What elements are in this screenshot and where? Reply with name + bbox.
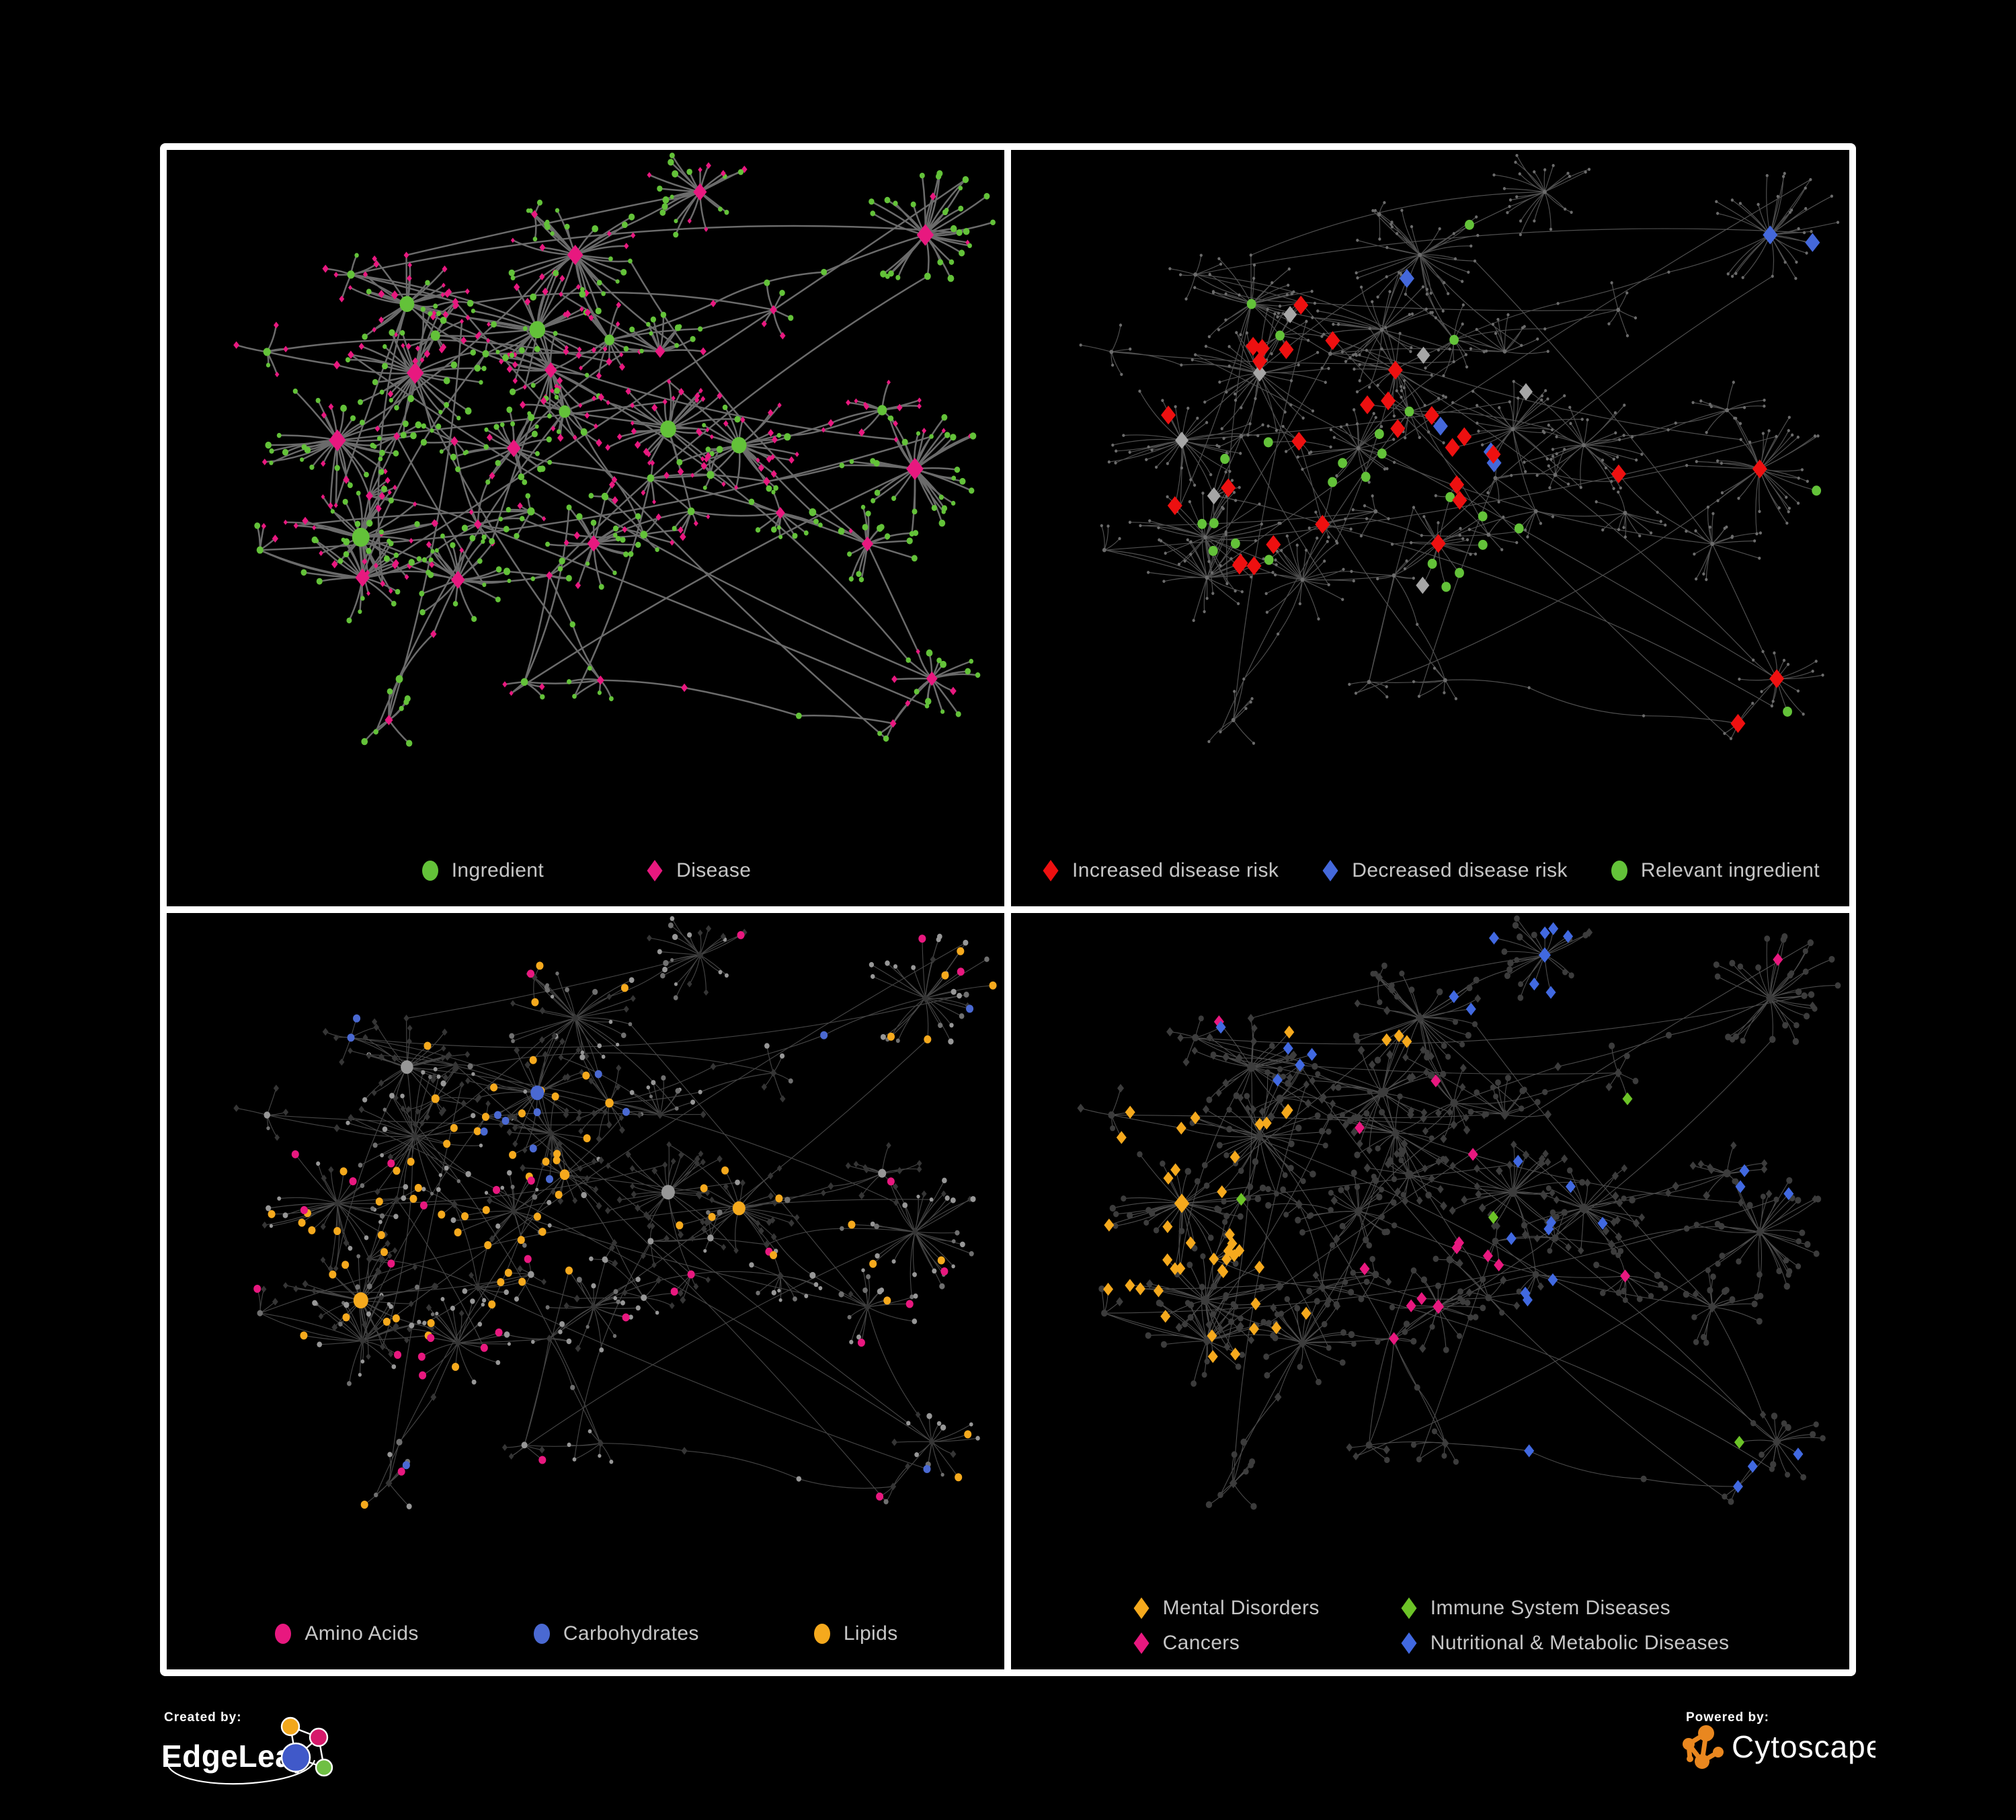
diamond-glyph (647, 860, 663, 881)
diamond-glyph (1401, 1597, 1417, 1619)
legend-label: Ingredient (451, 859, 545, 881)
cytoscape-icon (1683, 1725, 1724, 1769)
circle-glyph (533, 1624, 550, 1644)
network-canvas (1079, 153, 1840, 745)
diamond-glyph (1133, 1632, 1150, 1654)
legend-label: Disease (676, 859, 752, 881)
legend-item: Relevant ingredient (1609, 858, 1820, 883)
legend-item: Nutritional & Metabolic Diseases (1399, 1630, 1730, 1656)
legend-label: Mental Disorders (1162, 1597, 1320, 1619)
network-canvas (233, 916, 997, 1509)
legend-item: Decreased disease risk (1320, 858, 1568, 883)
legend-label: Amino Acids (305, 1622, 419, 1645)
legend-label: Nutritional & Metabolic Diseases (1430, 1632, 1730, 1654)
panel-disease-category: Mental Disorders Immune System Diseases Ca… (1011, 913, 1849, 1669)
diamond-glyph (1401, 1632, 1417, 1654)
diamond-glyph (1322, 860, 1338, 881)
edgeleap-logo: Created by: EdgeLeap (161, 1710, 333, 1785)
network-canvas (1077, 915, 1841, 1510)
cytoscape-logo: Powered by: Cytoscape (1683, 1710, 1876, 1769)
legend-item: Immune System Diseases (1399, 1595, 1670, 1621)
legend-label: Increased disease risk (1072, 859, 1279, 881)
legend-label: Cancers (1162, 1632, 1240, 1654)
legend-item: Lipids (812, 1621, 898, 1647)
panel-ingredient-class: Amino Acids Carbohydrates Lipids (167, 913, 1004, 1669)
legend-label: Immune System Diseases (1430, 1597, 1670, 1619)
panel-disease-risk: Increased disease risk Decreased disease … (1011, 150, 1849, 906)
circle-glyph (275, 1624, 292, 1644)
circle-glyph (813, 1624, 830, 1644)
panel-ingredient-disease: Ingredient Disease (167, 150, 1004, 906)
legend-label: Carbohydrates (563, 1622, 699, 1645)
powered-by-label: Powered by: (1686, 1710, 1769, 1725)
circle-glyph (1611, 861, 1627, 881)
panels-frame: Ingredient Disease Increased disease risk… (160, 143, 1856, 1676)
legend-item: Mental Disorders (1131, 1595, 1320, 1621)
cytoscape-wordmark: Cytoscape (1732, 1729, 1876, 1764)
legend-item: Ingredient (420, 858, 544, 883)
legend-label: Relevant ingredient (1640, 859, 1820, 881)
legend: Ingredient Disease (167, 858, 1004, 883)
created-by-label: Created by: (164, 1710, 242, 1725)
legend-item: Cancers (1131, 1630, 1240, 1656)
diamond-glyph (1133, 1597, 1150, 1619)
legend-label: Lipids (843, 1622, 898, 1645)
legend-item: Amino Acids (273, 1621, 418, 1647)
legend: Mental Disorders Immune System Diseases Ca… (1011, 1595, 1849, 1656)
legend-item: Carbohydrates (532, 1621, 699, 1647)
legend: Increased disease risk Decreased disease … (1011, 858, 1849, 883)
circle-glyph (421, 861, 438, 881)
legend: Amino Acids Carbohydrates Lipids (167, 1621, 1004, 1647)
legend-item: Disease (645, 858, 751, 883)
network-canvas (233, 152, 996, 747)
legend-label: Decreased disease risk (1352, 859, 1568, 881)
edgeleap-network-icon (280, 1716, 333, 1777)
legend-item: Increased disease risk (1041, 858, 1279, 883)
diamond-glyph (1043, 860, 1059, 881)
edgeleap-swoosh (166, 1758, 316, 1785)
